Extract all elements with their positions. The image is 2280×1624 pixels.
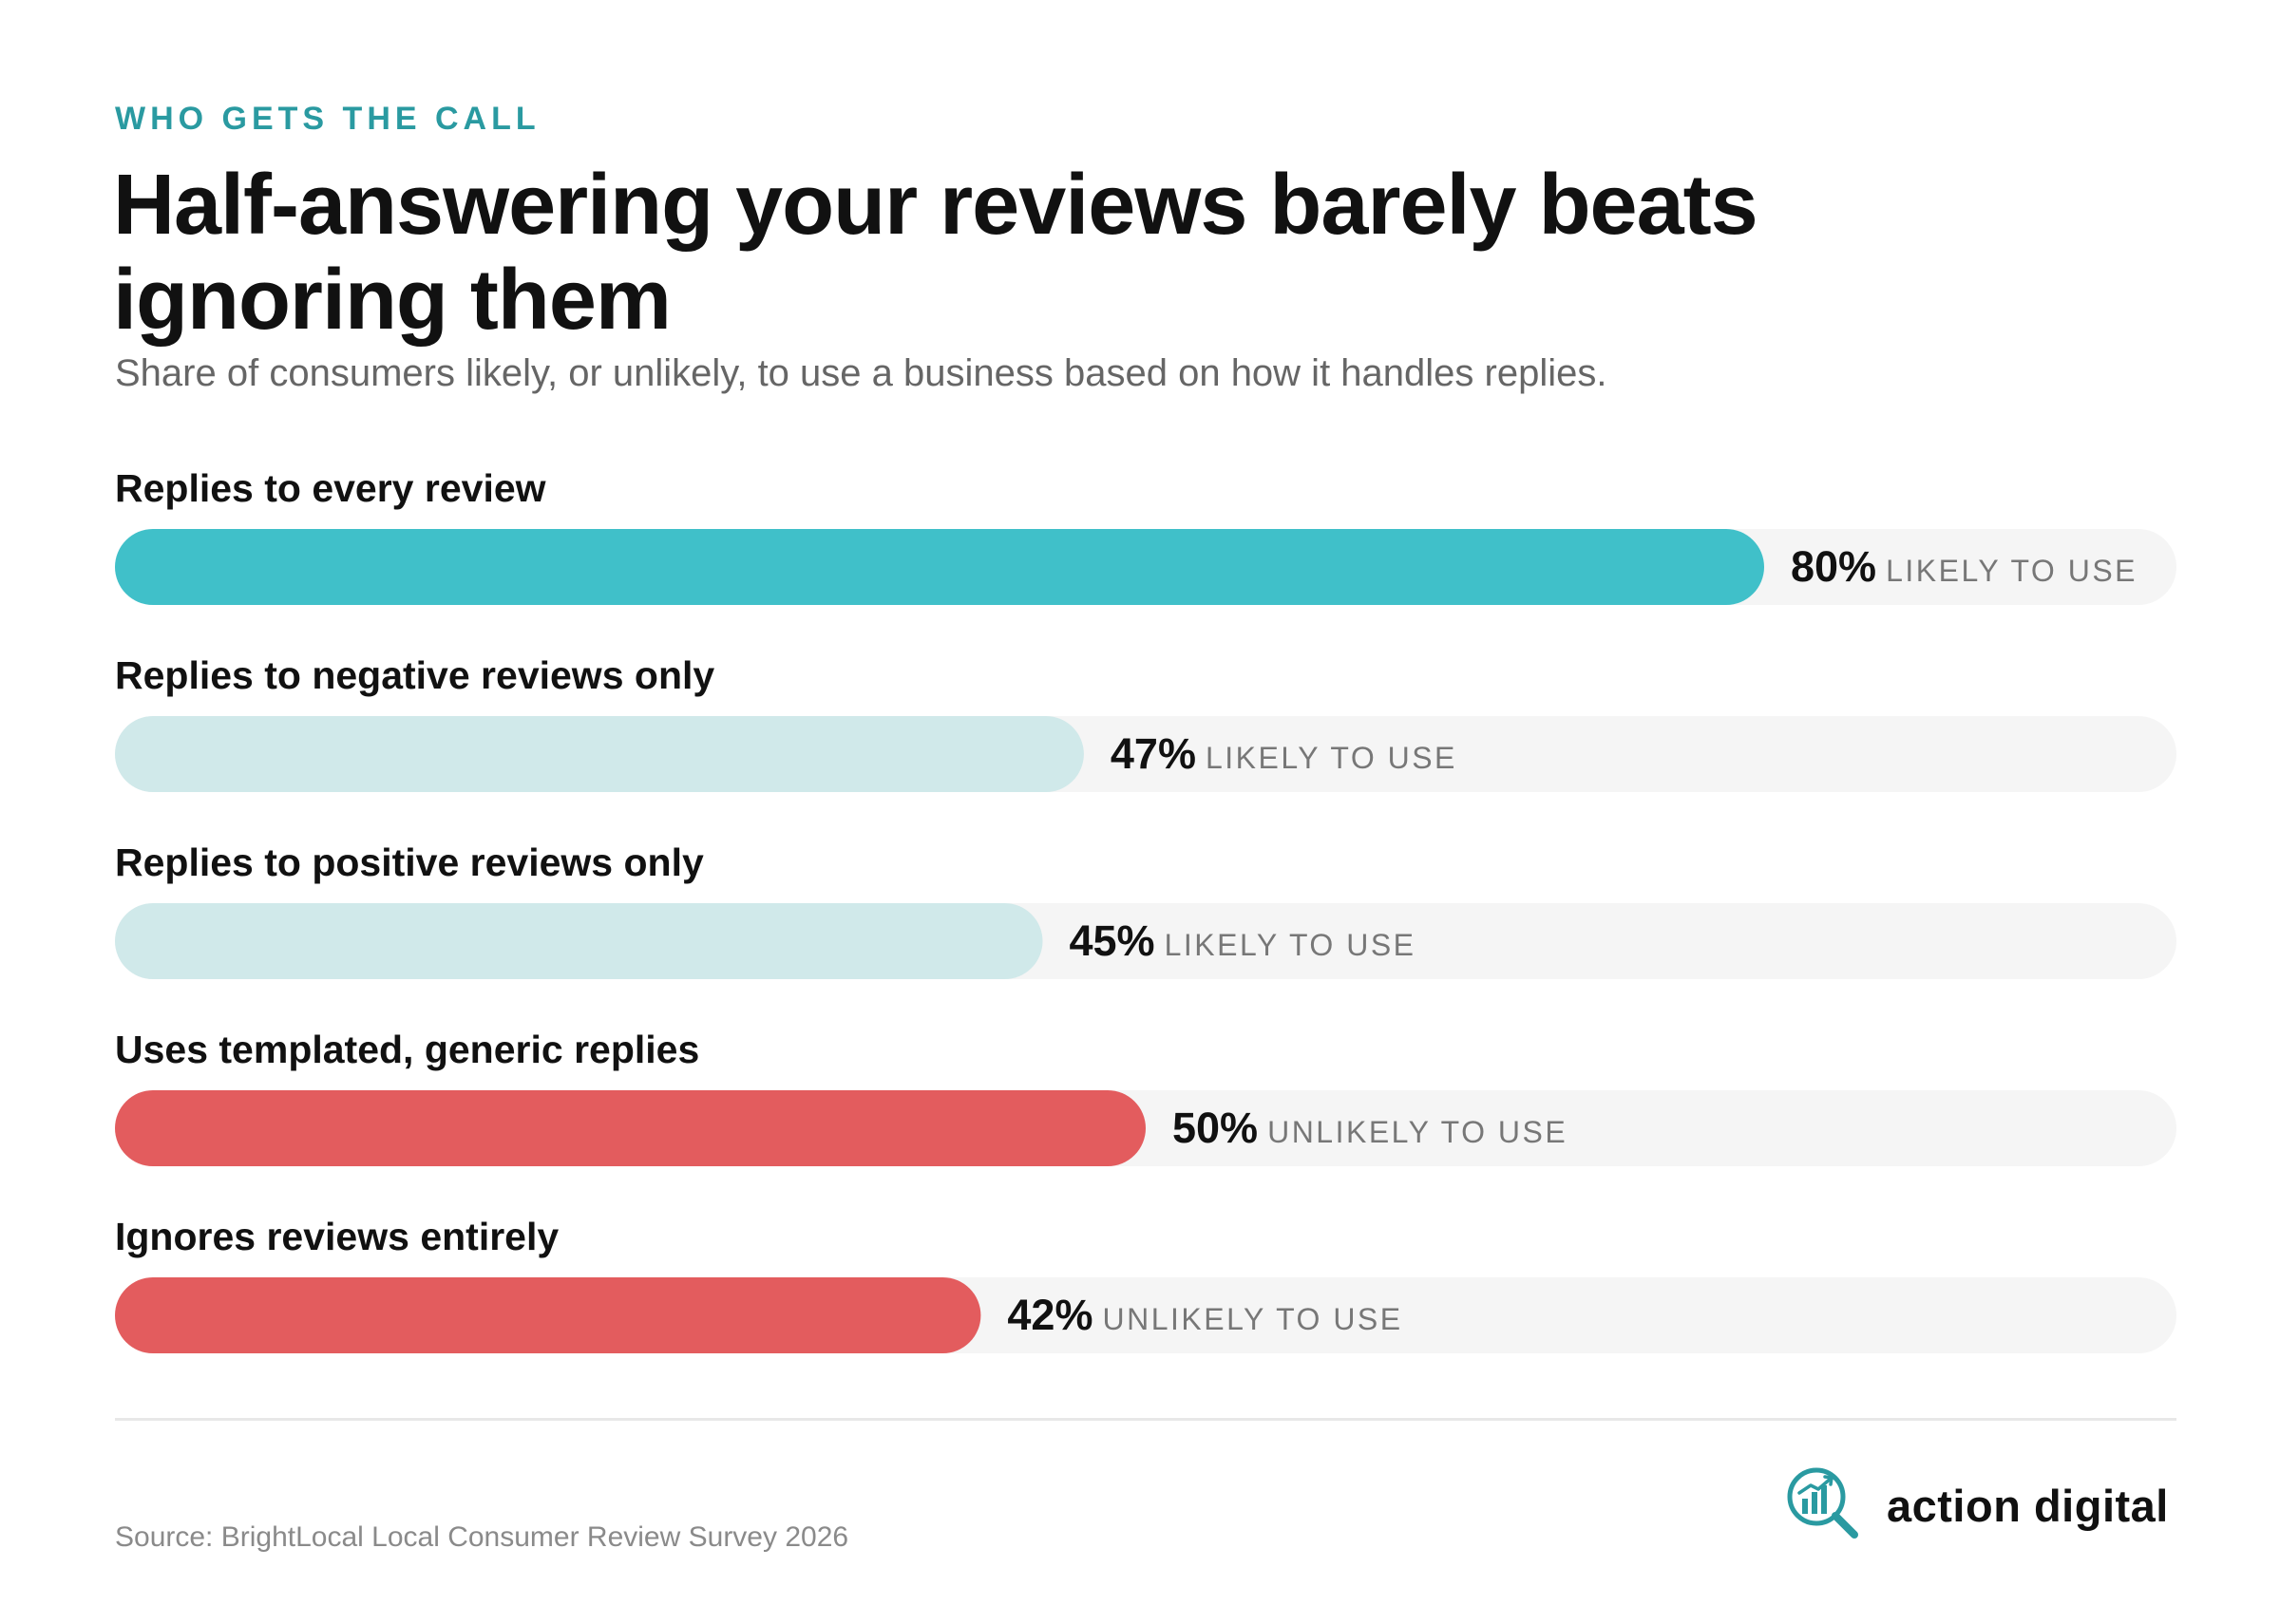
value-label: 47% LIKELY TO USE (1111, 729, 1457, 778)
value-number: 45% (1070, 916, 1155, 965)
category-label: Replies to negative reviews only (115, 653, 714, 697)
value-label: 42% UNLIKELY TO USE (1007, 1291, 1402, 1339)
value-number: 42% (1007, 1291, 1092, 1339)
value-label: 45% LIKELY TO USE (1070, 916, 1416, 965)
chart-subtitle: Share of consumers likely, or unlikely, … (115, 352, 1607, 394)
category-label: Ignores reviews entirely (115, 1215, 559, 1258)
bar-row: Replies to every review 80% LIKELY TO USE (115, 466, 2176, 605)
bar (115, 529, 1764, 605)
chart-magnifier-icon (1787, 1467, 1858, 1539)
bar-row: Ignores reviews entirely 42% UNLIKELY TO U… (115, 1215, 2176, 1353)
footer-divider (115, 1418, 2176, 1421)
bar (115, 716, 1084, 792)
value-suffix: LIKELY TO USE (1886, 554, 2138, 588)
value-label: 50% UNLIKELY TO USE (1172, 1104, 1568, 1152)
bar-row: Replies to negative reviews only 47% LIKEL… (115, 653, 2176, 792)
value-suffix: UNLIKELY TO USE (1267, 1115, 1568, 1149)
source-note: Source: BrightLocal Local Consumer Revie… (115, 1521, 849, 1553)
value-label: 80% LIKELY TO USE (1791, 542, 2138, 591)
value-suffix: LIKELY TO USE (1206, 741, 1457, 775)
bar-row: Replies to positive reviews only 45% LIKEL… (115, 840, 2176, 979)
value-number: 50% (1172, 1104, 1258, 1152)
brand-name: action digital (1887, 1480, 2169, 1531)
value-suffix: LIKELY TO USE (1165, 928, 1416, 962)
value-number: 47% (1111, 729, 1196, 778)
bar (115, 1277, 981, 1353)
bar (115, 903, 1043, 979)
bar (115, 1090, 1146, 1166)
brand-lockup: action digital (1784, 1463, 2169, 1548)
category-label: Uses templated, generic replies (115, 1028, 699, 1071)
chart-title: Half-answering your reviews barely beats… (113, 158, 1758, 348)
category-label: Replies to every review (115, 466, 546, 510)
bar-row: Uses templated, generic replies 50% UNLIKE… (115, 1028, 2176, 1166)
eyebrow-label: WHO GETS THE CALL (115, 101, 541, 137)
value-suffix: UNLIKELY TO USE (1102, 1302, 1402, 1336)
value-number: 80% (1791, 542, 1876, 591)
category-label: Replies to positive reviews only (115, 840, 704, 884)
